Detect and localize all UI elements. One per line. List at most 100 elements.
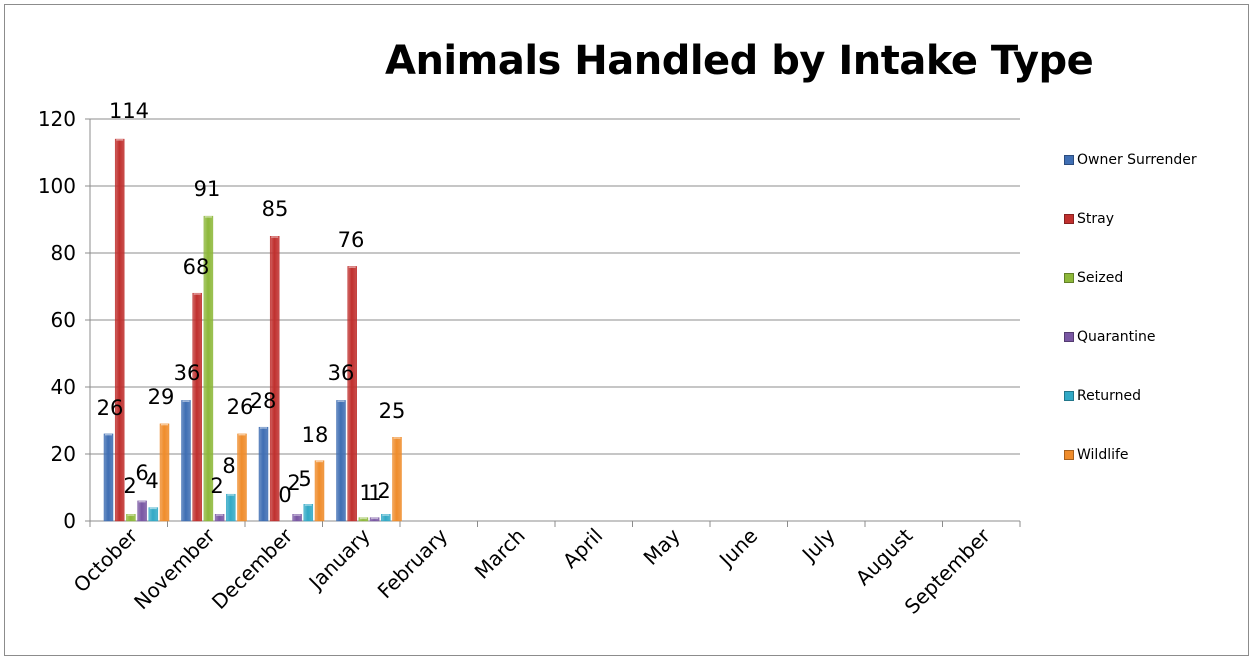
data-label: 8: [222, 454, 235, 478]
data-label: 68: [183, 255, 210, 279]
bar-highlight: [227, 494, 235, 496]
x-tick-label: February: [373, 523, 453, 603]
bar-highlight: [382, 514, 390, 516]
legend-label: Returned: [1077, 388, 1141, 404]
data-label: 2: [210, 474, 223, 498]
legend-label: Stray: [1077, 211, 1114, 227]
x-tick-label: August: [851, 523, 918, 590]
legend-label: Owner Surrender: [1077, 152, 1197, 168]
legend-item: Wildlife: [1064, 445, 1129, 465]
legend-swatch: [1064, 214, 1074, 224]
data-label: 25: [379, 399, 406, 423]
data-label: 1: [368, 481, 381, 505]
y-tick-label: 60: [51, 308, 76, 332]
bar-highlight: [348, 266, 356, 268]
legend-swatch: [1064, 155, 1074, 165]
x-tick-label: November: [129, 523, 220, 614]
data-label: 26: [97, 396, 124, 420]
data-label: 1: [359, 481, 372, 505]
legend-swatch: [1064, 332, 1074, 342]
bar-returned: [303, 504, 314, 522]
bar-highlight: [393, 437, 401, 439]
bar-highlight: [359, 517, 367, 520]
bar-highlight: [138, 500, 146, 503]
data-label: 36: [174, 361, 201, 385]
bar-highlight: [116, 139, 124, 141]
bar-highlight: [127, 514, 135, 516]
bar-highlight: [149, 507, 157, 510]
bar-highlight: [260, 427, 267, 429]
bar-highlight: [293, 514, 301, 516]
legend-item: Returned: [1064, 386, 1141, 406]
y-tick-label: 20: [51, 442, 76, 466]
bar-highlight: [304, 504, 312, 506]
bar-highlight: [161, 423, 168, 426]
data-label: 0: [278, 483, 291, 507]
x-tick-label: March: [470, 524, 530, 584]
y-tick-label: 120: [38, 107, 76, 131]
bar-returned: [226, 493, 236, 522]
data-label: 26: [227, 395, 254, 419]
legend-label: Seized: [1077, 270, 1124, 286]
x-tick-label: December: [207, 523, 298, 614]
bar-stray: [347, 266, 357, 522]
data-label: 29: [148, 385, 175, 409]
data-label: 2: [377, 479, 390, 503]
legend-swatch: [1064, 450, 1074, 460]
y-tick-label: 40: [51, 375, 76, 399]
bar-highlight: [193, 293, 201, 295]
bar-owner-surrender: [181, 400, 191, 522]
data-label: 76: [338, 228, 365, 252]
legend-item: Owner Surrender: [1064, 150, 1197, 170]
legend-label: Quarantine: [1077, 329, 1156, 345]
y-tick-label: 100: [38, 174, 76, 198]
bar-highlight: [238, 433, 246, 436]
bar-returned: [148, 507, 159, 522]
x-tick-label: October: [69, 523, 143, 597]
legend-label: Wildlife: [1077, 447, 1129, 463]
data-label: 6: [135, 461, 148, 485]
data-label: 18: [302, 423, 329, 447]
bar-highlight: [204, 216, 212, 218]
bar-highlight: [105, 433, 112, 436]
bar-wildlife: [159, 423, 170, 522]
data-label: 85: [262, 197, 289, 221]
y-tick-label: 0: [63, 509, 76, 533]
bar-owner-surrender: [336, 400, 346, 522]
chart-title: Animals Handled by Intake Type: [385, 38, 1094, 84]
x-tick-label: January: [303, 523, 375, 595]
bar-highlight: [271, 236, 279, 238]
bar-highlight: [216, 514, 224, 516]
bar-stray: [114, 138, 125, 522]
x-tick-label: May: [639, 523, 685, 569]
legend-item: Stray: [1064, 209, 1114, 229]
bar-highlight: [337, 400, 345, 402]
legend-item: Seized: [1064, 268, 1123, 288]
bar-owner-surrender: [103, 433, 114, 522]
data-label: 28: [250, 389, 277, 413]
bar-stray: [192, 292, 202, 522]
legend-swatch: [1064, 391, 1074, 401]
x-tick-label: April: [558, 524, 607, 573]
bar-wildlife: [314, 460, 325, 522]
bar-highlight: [316, 460, 323, 463]
data-label: 4: [145, 469, 158, 493]
legend-swatch: [1064, 273, 1074, 283]
y-tick-label: 80: [51, 241, 76, 265]
data-label: 114: [109, 99, 149, 123]
data-label: 2: [287, 471, 300, 495]
x-tick-label: July: [796, 523, 840, 567]
data-label: 5: [298, 467, 311, 491]
bar-quarantine: [137, 500, 147, 522]
x-tick-label: June: [713, 524, 762, 573]
bar-highlight: [371, 517, 379, 520]
legend-item: Quarantine: [1064, 327, 1156, 347]
data-label: 36: [328, 361, 355, 385]
bar-owner-surrender: [258, 426, 269, 522]
bar-wildlife: [237, 433, 247, 522]
bar-wildlife: [392, 437, 402, 522]
bar-highlight: [182, 400, 190, 402]
bar-stray: [269, 236, 280, 522]
data-label: 2: [123, 474, 136, 498]
